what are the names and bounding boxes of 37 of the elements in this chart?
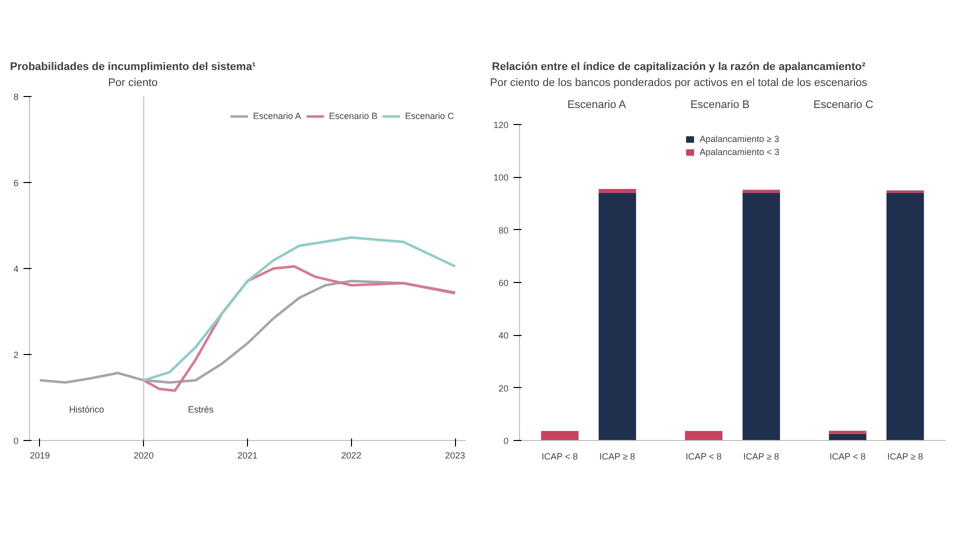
legend-label: Escenario C bbox=[405, 111, 455, 122]
y-tick-label: 0 bbox=[13, 436, 19, 446]
x-tick-label: 2021 bbox=[237, 450, 258, 461]
text: Escenario A bbox=[566, 98, 628, 114]
y-tick-label: 4 bbox=[13, 264, 19, 274]
legend-label: Escenario B bbox=[329, 111, 379, 122]
x-tick-label: ICAP ≥ 8 bbox=[887, 452, 924, 462]
x-tick-label: ICAP < 8 bbox=[830, 452, 866, 462]
chart-title: Probabilidades de incumplimiento del sistema¹ bbox=[10, 61, 256, 73]
x-tick-label: ICAP ≥ 8 bbox=[743, 452, 780, 462]
text: Escenario C bbox=[812, 98, 874, 114]
y-tick-label: 0 bbox=[503, 436, 509, 446]
legend-label: Escenario A bbox=[253, 111, 302, 122]
y-tick-label: 120 bbox=[493, 120, 509, 130]
y-tick-label: 80 bbox=[498, 225, 509, 236]
chart-subtitle: Por ciento de los bancos ponderados por activos en el total de los escenarios bbox=[490, 76, 868, 89]
x-tick-label: 2023 bbox=[445, 450, 466, 461]
y-tick-label: 60 bbox=[498, 278, 509, 288]
x-tick-label: 2020 bbox=[134, 450, 154, 461]
chart-subtitle: Por ciento bbox=[108, 76, 158, 89]
x-tick-label: ICAP < 8 bbox=[542, 452, 578, 462]
annotation: Histórico bbox=[69, 404, 104, 415]
x-tick-label: 2019 bbox=[30, 450, 50, 461]
y-tick-label: 40 bbox=[498, 330, 509, 341]
text: Escenario B bbox=[689, 98, 751, 114]
chart-title: Relación entre el índice de capitalización y la razón de apalancamiento² bbox=[492, 61, 866, 73]
y-tick-label: 2 bbox=[13, 350, 19, 360]
x-tick-label: ICAP ≥ 8 bbox=[599, 452, 636, 462]
y-tick-label: 100 bbox=[493, 172, 509, 183]
annotation: Estrés bbox=[188, 404, 214, 415]
y-tick-label: 6 bbox=[13, 178, 19, 188]
legend-label: Apalancamiento < 3 bbox=[700, 147, 780, 158]
y-tick-label: 8 bbox=[13, 92, 19, 102]
x-tick-label: ICAP < 8 bbox=[686, 452, 722, 462]
x-tick-label: 2022 bbox=[341, 450, 362, 461]
y-tick-label: 20 bbox=[498, 383, 509, 394]
legend-label: Apalancamiento ≥ 3 bbox=[700, 134, 780, 144]
